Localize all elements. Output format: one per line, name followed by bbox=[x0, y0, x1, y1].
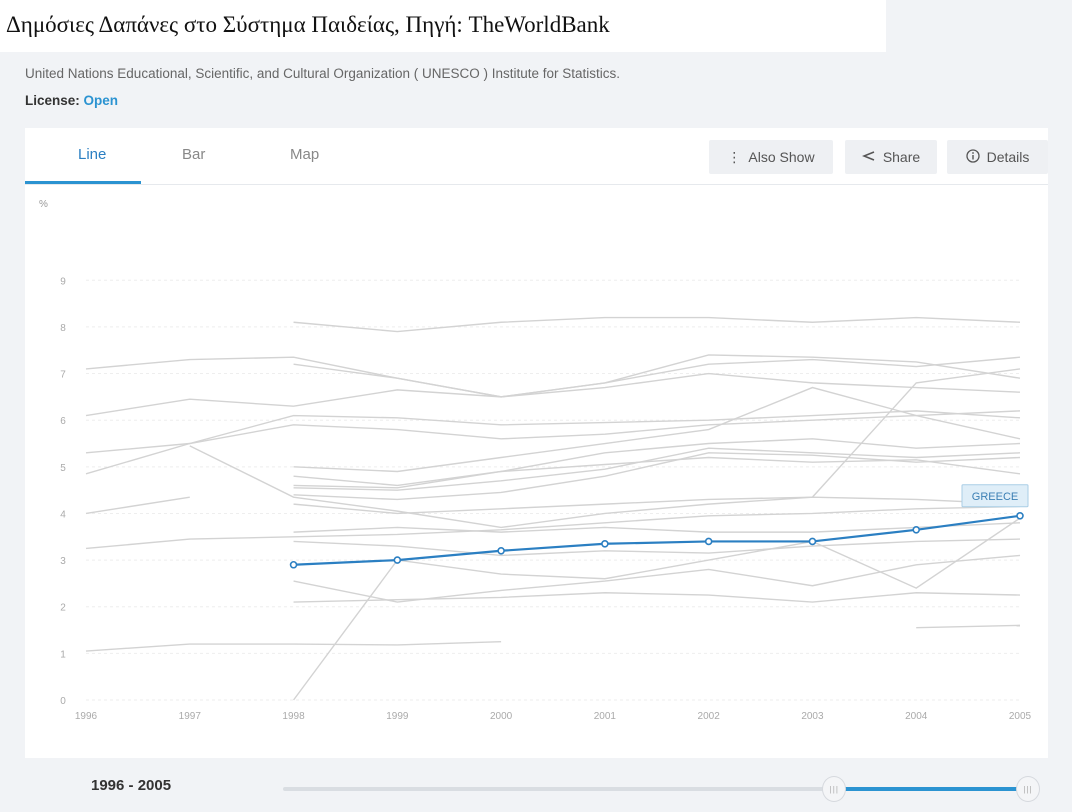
share-label: Share bbox=[882, 149, 921, 165]
greece-label-box bbox=[961, 484, 1029, 508]
license-line: License: Open bbox=[25, 93, 118, 108]
background-series-line bbox=[85, 641, 502, 652]
x-tick-label: 1999 bbox=[386, 711, 409, 722]
background-series-line bbox=[916, 624, 1021, 629]
y-tick-label: 2 bbox=[60, 603, 66, 614]
y-tick-label: 1 bbox=[60, 649, 66, 660]
x-tick-label: 1996 bbox=[75, 711, 98, 722]
background-series-line bbox=[85, 496, 190, 515]
slider-start-handle[interactable]: ||| bbox=[822, 776, 847, 802]
greece-series-line bbox=[293, 514, 1021, 566]
background-series-line bbox=[293, 522, 1021, 533]
tab-bar[interactable]: Bar bbox=[182, 146, 206, 163]
background-series-line bbox=[85, 505, 1021, 550]
x-tick-label: 1997 bbox=[179, 711, 202, 722]
details-label: Details bbox=[986, 149, 1030, 165]
y-tick-label: 9 bbox=[60, 276, 66, 287]
background-series-line bbox=[293, 592, 1021, 603]
chart-card: Line Bar Map ⋮ Also Show Share Details %… bbox=[25, 128, 1048, 758]
range-selector: 1996 - 2005 ||| ||| bbox=[25, 758, 1048, 812]
slider-end-handle[interactable]: ||| bbox=[1016, 776, 1040, 802]
chart-type-tabs: Line Bar Map ⋮ Also Show Share Details bbox=[25, 128, 1048, 185]
background-series-line bbox=[293, 363, 1021, 398]
y-tick-label: 7 bbox=[60, 370, 66, 381]
y-tick-label: 5 bbox=[60, 463, 66, 474]
background-series-line bbox=[292, 517, 1021, 701]
details-button[interactable]: Details bbox=[947, 140, 1048, 174]
page-title: Δημόσιες Δαπάνες στο Σύστημα Παιδείας, Π… bbox=[6, 12, 610, 37]
y-tick-label: 3 bbox=[60, 556, 66, 567]
y-tick-label: 6 bbox=[60, 416, 66, 427]
share-icon bbox=[861, 149, 876, 165]
background-series-line bbox=[293, 386, 1021, 473]
title-band bbox=[0, 0, 886, 52]
y-tick-label: 4 bbox=[60, 509, 66, 520]
background-series-line bbox=[293, 456, 1021, 489]
greece-data-point bbox=[289, 560, 298, 569]
greece-data-point bbox=[704, 537, 713, 546]
source-attribution: United Nations Educational, Scientific, … bbox=[25, 66, 621, 81]
y-axis-unit-label: % bbox=[39, 199, 48, 210]
background-series-line bbox=[293, 438, 1021, 487]
greece-data-point bbox=[1016, 511, 1024, 520]
background-series-line bbox=[85, 410, 1021, 475]
background-series-line bbox=[293, 452, 1021, 501]
greece-data-point bbox=[393, 556, 402, 564]
background-series-line bbox=[293, 554, 1021, 603]
greece-data-point bbox=[601, 539, 609, 548]
x-tick-label: 2004 bbox=[905, 711, 928, 722]
x-tick-label: 2000 bbox=[490, 711, 513, 722]
background-series-line bbox=[293, 447, 1021, 491]
y-tick-label: 0 bbox=[60, 696, 66, 707]
background-series-line bbox=[189, 368, 1021, 529]
greece-data-point bbox=[497, 546, 505, 555]
tab-map[interactable]: Map bbox=[290, 146, 320, 163]
also-show-button[interactable]: ⋮ Also Show bbox=[709, 140, 833, 174]
x-tick-label: 1998 bbox=[282, 711, 305, 722]
tab-line[interactable]: Line bbox=[78, 146, 107, 163]
slider-selected-range bbox=[834, 787, 1028, 791]
greece-data-point bbox=[808, 537, 817, 546]
share-button[interactable]: Share bbox=[845, 140, 937, 174]
chart-area: % 0 1 2 3 4 5 6 7 8 9 1996 1997 1998 1999 2000 2001 2002 2… bbox=[25, 185, 1048, 762]
license-link[interactable]: Open bbox=[83, 93, 119, 108]
x-tick-label: 2002 bbox=[698, 711, 721, 722]
slider-track[interactable] bbox=[283, 787, 1028, 791]
x-tick-label: 2003 bbox=[801, 711, 824, 722]
also-show-label: Also Show bbox=[748, 149, 815, 165]
active-tab-indicator bbox=[25, 181, 141, 184]
x-tick-label: 2005 bbox=[1009, 711, 1032, 722]
info-icon bbox=[965, 148, 980, 166]
background-series-line bbox=[293, 538, 1021, 557]
background-series-line bbox=[293, 316, 1021, 333]
greece-series-label: GREECE bbox=[972, 491, 1018, 503]
license-label: License: bbox=[25, 93, 84, 108]
range-label: 1996 - 2005 bbox=[91, 777, 172, 794]
x-tick-label: 2001 bbox=[594, 711, 617, 722]
greece-data-point bbox=[912, 525, 921, 534]
background-series-line bbox=[85, 410, 1021, 454]
y-tick-label: 8 bbox=[60, 323, 66, 334]
vertical-dots-icon: ⋮ bbox=[727, 148, 742, 165]
line-chart: % 0 1 2 3 4 5 6 7 8 9 1996 1997 1998 1999 2000 2001 2002 2… bbox=[39, 199, 1032, 722]
background-series-line bbox=[85, 356, 1021, 417]
background-series-line bbox=[293, 496, 1021, 515]
